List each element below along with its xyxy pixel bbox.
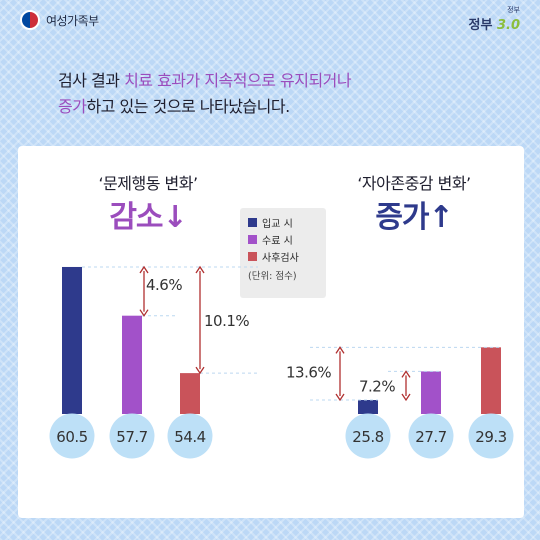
ministry-logo: 여성가족부 bbox=[20, 10, 99, 30]
chart-card: ‘문제행동 변화’ 감소↓ ‘자아존중감 변화’ 증가↑ 입교 시 수료 시 사… bbox=[18, 146, 524, 518]
chart1-arrow-large-head-top bbox=[195, 265, 205, 274]
chart2-value-2: 29.3 bbox=[475, 428, 506, 446]
chart2-arrow-large-head-bottom bbox=[335, 393, 345, 402]
chart1-annotation-small: 4.6% bbox=[146, 276, 182, 294]
chart2-annotation-large: 13.6% bbox=[286, 364, 331, 382]
chart2-arrow-small-head-bottom bbox=[401, 393, 411, 402]
chart1-bar-1 bbox=[122, 315, 142, 414]
chart1-arrow-large-head-bottom bbox=[195, 366, 205, 375]
legend-item-completion: 수료 시 bbox=[248, 231, 318, 248]
chart1-arrow-small-head-top bbox=[139, 265, 149, 274]
chart1-value-2: 54.4 bbox=[174, 428, 205, 446]
gov-logo: 정부 정부 3.0 bbox=[469, 6, 520, 33]
legend-item-followup: 사후검사 bbox=[248, 248, 318, 265]
chart2-arrow-small-head-top bbox=[401, 370, 411, 378]
chart1-bubble-0 bbox=[49, 413, 95, 459]
chart1-value-0: 60.5 bbox=[56, 428, 87, 446]
chart2-value-1: 27.7 bbox=[415, 428, 446, 446]
headline-line1-pre: 검사 결과 bbox=[58, 71, 125, 90]
chart2-arrow-large-head-top bbox=[335, 346, 345, 354]
legend: 입교 시 수료 시 사후검사 (단위: 점수) bbox=[240, 208, 326, 298]
headline-line2-post: 하고 있는 것으로 나타났습니다. bbox=[86, 97, 290, 116]
chart-canvas: 4.6% 10.1% 60.5 57.7 54.4 13.6% 7.2% 25.8 27.7 29… bbox=[49, 265, 514, 459]
headline-line1-highlight: 치료 효과가 지속적으로 유지되거나 bbox=[124, 71, 352, 90]
gov-small-label: 정부 bbox=[507, 6, 520, 14]
chart1-annotation-large: 10.1% bbox=[204, 312, 249, 330]
headline-line2-highlight: 증가 bbox=[58, 97, 87, 116]
ministry-name: 여성가족부 bbox=[46, 13, 99, 28]
gov-number: 3.0 bbox=[496, 18, 520, 33]
chart2-bubble-2 bbox=[468, 413, 514, 459]
chart1-bubble-1 bbox=[109, 413, 155, 459]
chart2-bar-1 bbox=[421, 371, 441, 414]
chart1-title: ‘문제행동 변화’ bbox=[98, 174, 198, 193]
chart1-arrow-small-head-bottom bbox=[139, 309, 149, 317]
taegeuk-icon bbox=[20, 10, 40, 30]
chart2-subtitle: 증가↑ bbox=[375, 200, 453, 235]
chart1-subtitle: 감소↓ bbox=[109, 200, 187, 235]
gov-label: 정부 bbox=[468, 18, 493, 33]
legend-unit: (단위: 점수) bbox=[248, 271, 297, 282]
legend-item-intake: 입교 시 bbox=[248, 214, 318, 231]
chart2-title: ‘자아존중감 변화’ bbox=[357, 174, 471, 193]
chart1-bar-2 bbox=[180, 373, 200, 414]
headline: 검사 결과 치료 효과가 지속적으로 유지되거나 증가하고 있는 것으로 나타났… bbox=[58, 68, 352, 120]
chart2-bubble-1 bbox=[408, 413, 454, 459]
chart2-bar-0 bbox=[358, 400, 378, 414]
chart2-annotation-small: 7.2% bbox=[359, 377, 395, 395]
chart1-value-1: 57.7 bbox=[116, 428, 147, 446]
chart2-value-0: 25.8 bbox=[352, 428, 383, 446]
chart1-bubble-2 bbox=[167, 413, 213, 459]
chart2-bar-2 bbox=[481, 347, 501, 414]
chart1-bar-0 bbox=[62, 266, 82, 414]
chart2-bubble-0 bbox=[345, 413, 391, 459]
